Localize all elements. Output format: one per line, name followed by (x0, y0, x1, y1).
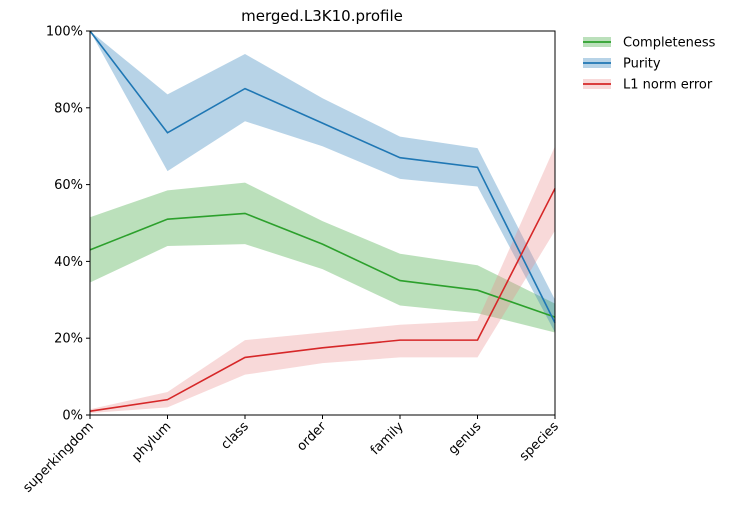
x-tick-label: class (218, 419, 252, 453)
y-tick-label: 100% (46, 25, 83, 40)
legend: Completeness Purity L1 norm error (583, 36, 716, 93)
x-tick-label: order (294, 419, 330, 455)
chart-title: merged.L3K10.profile (241, 7, 403, 25)
y-tick-label: 0% (62, 409, 83, 424)
x-axis: superkingdom phylum class order family genus s… (20, 415, 562, 496)
completeness-band (90, 182, 555, 333)
y-axis: 0% 20% 40% 60% 80% 100% (46, 25, 90, 424)
x-tick-label: phylum (129, 419, 174, 464)
purity-band (90, 31, 555, 333)
purity-line (89, 30, 556, 324)
completeness-line (89, 212, 556, 318)
y-tick-label: 60% (54, 178, 83, 193)
l1-norm-error-band (90, 146, 555, 414)
x-tick-label: family (368, 419, 407, 458)
legend-label: Completeness (623, 36, 716, 51)
x-tick-label: genus (446, 419, 485, 458)
legend-label: Purity (623, 57, 661, 72)
y-tick-label: 40% (54, 255, 83, 270)
y-tick-label: 20% (54, 332, 83, 347)
legend-label: L1 norm error (623, 78, 713, 93)
x-tick-label: superkingdom (20, 419, 96, 495)
x-tick-label: species (517, 419, 562, 464)
y-tick-label: 80% (54, 101, 83, 116)
series-lines (89, 30, 556, 412)
confidence-bands (90, 31, 555, 414)
l1-norm-error-line (89, 188, 556, 412)
